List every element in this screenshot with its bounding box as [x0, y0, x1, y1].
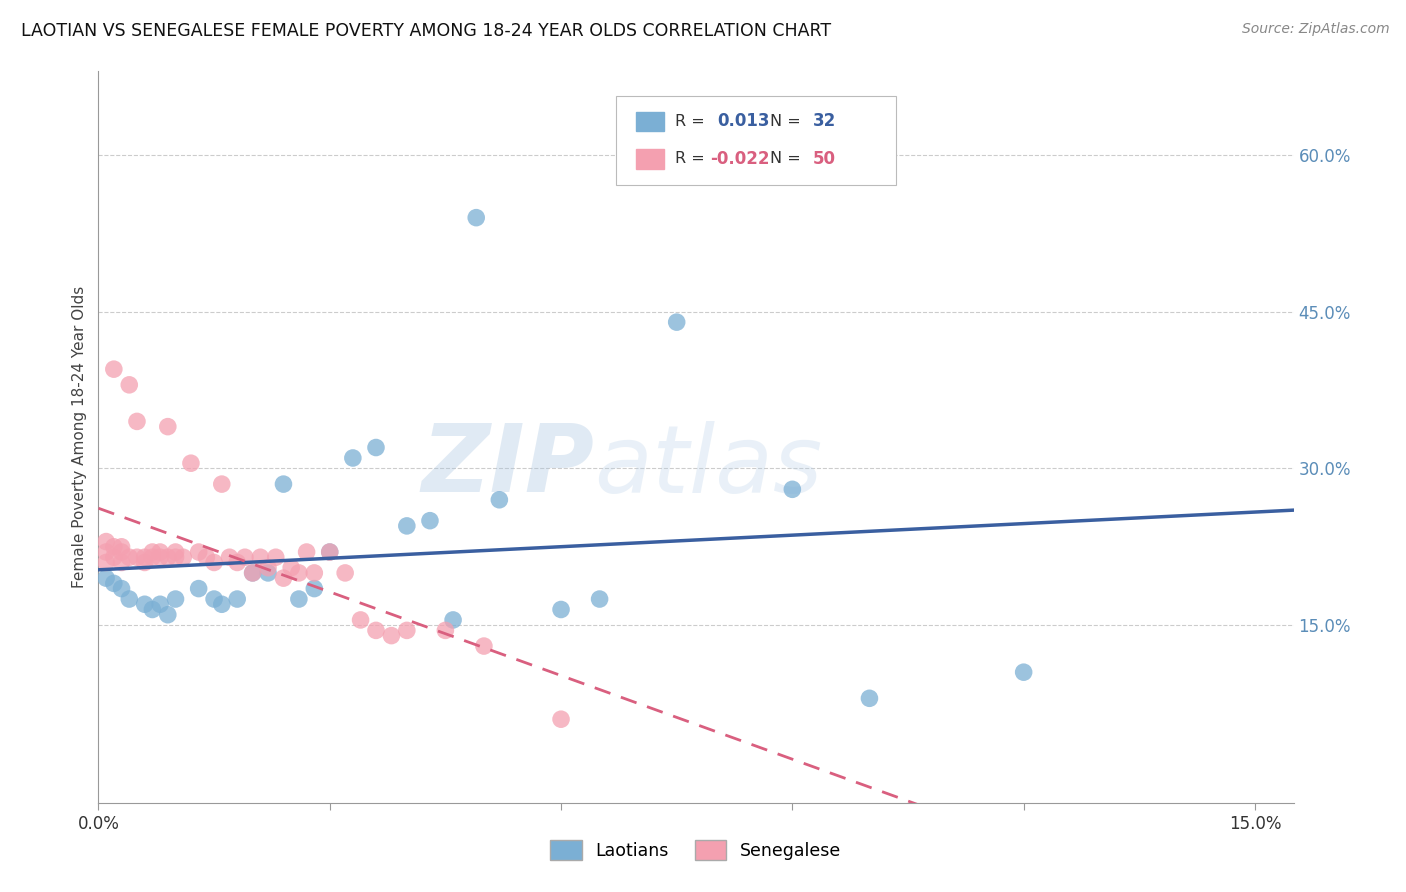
Text: N =: N = — [770, 114, 807, 128]
Point — [273, 571, 295, 585]
Point — [172, 550, 194, 565]
Point — [156, 419, 179, 434]
Point — [488, 492, 510, 507]
Y-axis label: Female Poverty Among 18-24 Year Olds: Female Poverty Among 18-24 Year Olds — [72, 286, 87, 588]
Point — [141, 550, 163, 565]
Point — [364, 624, 387, 638]
Point — [288, 592, 311, 607]
Point — [141, 602, 163, 616]
Point — [257, 566, 280, 580]
Text: N =: N = — [770, 152, 807, 166]
Point — [125, 550, 148, 565]
Point — [333, 566, 356, 580]
Point — [156, 607, 179, 622]
Point — [304, 582, 326, 596]
Point — [94, 556, 117, 570]
Point — [156, 550, 179, 565]
Legend: Laotians, Senegalese: Laotians, Senegalese — [544, 833, 848, 867]
Point — [94, 534, 117, 549]
Point — [134, 556, 156, 570]
Point — [550, 712, 572, 726]
Point — [110, 556, 132, 570]
Point — [202, 556, 225, 570]
Point — [165, 550, 187, 565]
Point — [103, 576, 125, 591]
Text: 32: 32 — [813, 112, 837, 130]
Point — [103, 540, 125, 554]
Point — [242, 566, 264, 580]
Point — [419, 514, 441, 528]
Point — [165, 592, 187, 607]
Point — [110, 545, 132, 559]
Point — [588, 592, 610, 607]
Point — [782, 483, 804, 497]
Point — [211, 597, 233, 611]
Point — [165, 545, 187, 559]
Point — [295, 545, 318, 559]
Point — [380, 629, 402, 643]
Point — [187, 545, 209, 559]
Point — [149, 550, 172, 565]
Point — [149, 545, 172, 559]
Text: R =: R = — [675, 152, 710, 166]
Point — [304, 566, 326, 580]
Point — [141, 545, 163, 559]
Point — [257, 560, 280, 574]
Point — [342, 450, 364, 465]
Point — [134, 597, 156, 611]
Point — [395, 624, 418, 638]
Point — [465, 211, 488, 225]
Point — [280, 560, 302, 574]
Point — [110, 540, 132, 554]
Point — [226, 556, 249, 570]
Point — [550, 602, 572, 616]
Point — [187, 582, 209, 596]
Point — [249, 550, 271, 565]
Text: Source: ZipAtlas.com: Source: ZipAtlas.com — [1241, 22, 1389, 37]
Point — [211, 477, 233, 491]
Text: 0.013: 0.013 — [717, 112, 769, 130]
Point — [118, 550, 141, 565]
Point — [273, 477, 295, 491]
Point — [858, 691, 880, 706]
Point — [125, 414, 148, 428]
Text: -0.022: -0.022 — [710, 150, 769, 168]
Point — [1012, 665, 1035, 680]
Point — [118, 592, 141, 607]
Point — [264, 550, 287, 565]
Text: R =: R = — [675, 114, 710, 128]
Point — [472, 639, 495, 653]
Point — [349, 613, 371, 627]
Text: ZIP: ZIP — [422, 420, 595, 512]
Point — [94, 571, 117, 585]
Point — [441, 613, 464, 627]
Point — [94, 545, 117, 559]
Point — [242, 566, 264, 580]
Point — [134, 550, 156, 565]
Point — [226, 592, 249, 607]
Text: atlas: atlas — [595, 421, 823, 512]
Point — [149, 597, 172, 611]
Point — [202, 592, 225, 607]
Point — [103, 362, 125, 376]
Point — [218, 550, 240, 565]
Point — [665, 315, 688, 329]
Point — [364, 441, 387, 455]
Point — [195, 550, 218, 565]
Point — [233, 550, 256, 565]
Text: 50: 50 — [813, 150, 835, 168]
Point — [118, 377, 141, 392]
Point — [434, 624, 457, 638]
Point — [319, 545, 342, 559]
Point — [288, 566, 311, 580]
Point — [103, 550, 125, 565]
Text: LAOTIAN VS SENEGALESE FEMALE POVERTY AMONG 18-24 YEAR OLDS CORRELATION CHART: LAOTIAN VS SENEGALESE FEMALE POVERTY AMO… — [21, 22, 831, 40]
Point — [110, 582, 132, 596]
Point — [180, 456, 202, 470]
Point — [319, 545, 342, 559]
Point — [395, 519, 418, 533]
